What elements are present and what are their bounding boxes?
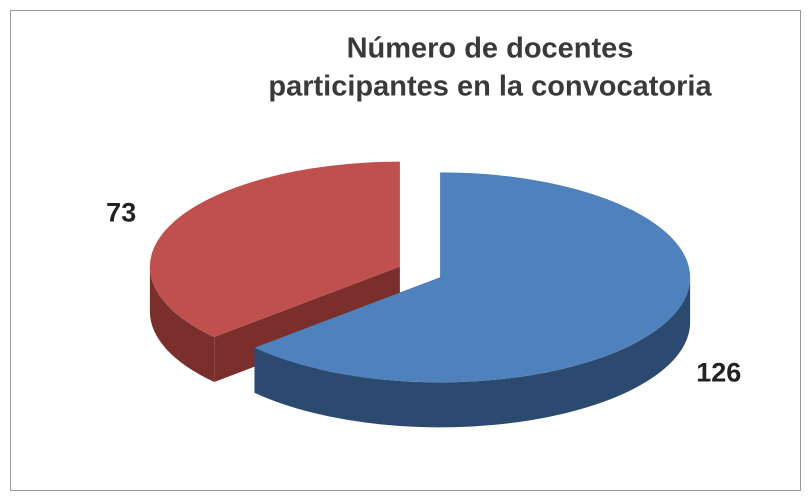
data-label: 126 <box>696 358 741 388</box>
chart-title: participantes en la convocatoria <box>268 71 712 103</box>
chart-title: Número de docentes <box>347 33 634 65</box>
slice <box>149 161 400 337</box>
slice-side <box>149 266 215 382</box>
data-label: 73 <box>106 198 136 228</box>
slice <box>254 172 691 383</box>
slice-side <box>254 277 691 428</box>
